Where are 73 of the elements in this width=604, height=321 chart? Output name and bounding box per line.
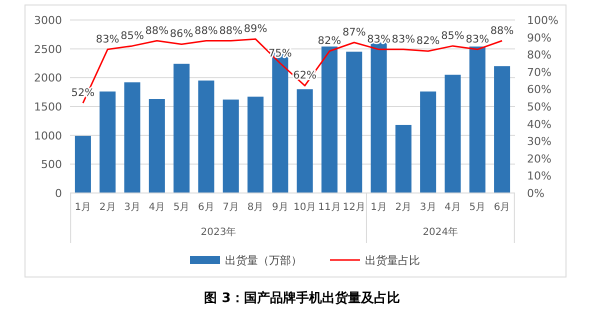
- x-tick-label: 1月: [370, 202, 387, 213]
- x-tick-label: 4月: [444, 202, 461, 213]
- bar: [124, 82, 140, 193]
- y2-tick-label: 50%: [527, 100, 552, 114]
- y-tick-label: 0: [55, 187, 62, 200]
- bar: [321, 46, 338, 193]
- y-tick-label: 500: [41, 158, 62, 172]
- bar: [74, 136, 91, 193]
- x-tick-label: 12月: [342, 202, 366, 213]
- x-tick-label: 9月: [272, 202, 288, 213]
- x-tick-label: 2月: [99, 202, 116, 213]
- bar: [296, 89, 313, 193]
- x-tick-label: 3月: [420, 202, 436, 213]
- text: 2024年: [422, 226, 458, 238]
- data-label: 85%: [120, 30, 144, 42]
- y-tick-label: 2500: [34, 42, 62, 56]
- data-label: 82%: [318, 35, 342, 48]
- text: 2023年: [200, 226, 236, 238]
- y-tick-label: 2000: [34, 72, 62, 85]
- bar: [395, 124, 412, 193]
- data-label: 88%: [145, 24, 169, 37]
- y2-tick-label: 20%: [527, 152, 552, 166]
- bar: [420, 92, 436, 193]
- y2-tick-label: 60%: [527, 83, 552, 96]
- y2-tick-label: 30%: [527, 135, 552, 148]
- bar: [100, 92, 116, 193]
- x-tick-label: 5月: [173, 202, 190, 213]
- x-tick-label: 6月: [494, 202, 510, 213]
- bar: [248, 96, 264, 193]
- bar: [148, 99, 165, 193]
- data-label: 82%: [416, 35, 440, 48]
- data-label: 88%: [490, 24, 514, 37]
- data-label: 88%: [219, 24, 243, 37]
- text: 图 3：国产品牌手机出货量及占比: [204, 290, 400, 306]
- y2-tick-label: 10%: [527, 170, 552, 183]
- x-tick-label: 3月: [124, 202, 140, 213]
- data-label: 83%: [392, 33, 416, 46]
- y2-tick-label: 70%: [527, 66, 552, 79]
- legend-label: 出货量占比: [365, 254, 420, 267]
- bar: [346, 52, 362, 193]
- y-tick-label: 3000: [34, 14, 62, 27]
- data-label: 87%: [342, 26, 366, 38]
- bar: [494, 66, 510, 193]
- bar: [222, 100, 239, 193]
- data-label: 83%: [96, 33, 120, 46]
- x-tick-label: 10月: [293, 202, 316, 213]
- y2-tick-label: 100%: [527, 14, 558, 27]
- bar: [370, 42, 387, 193]
- x-tick-label: 8月: [247, 202, 264, 213]
- data-label: 86%: [170, 28, 194, 40]
- y-tick-label: 1500: [34, 100, 62, 114]
- y2-tick-label: 40%: [527, 118, 552, 131]
- y2-tick-label: 90%: [527, 31, 552, 44]
- x-tick-label: 5月: [469, 202, 486, 213]
- x-tick-label: 1月: [74, 202, 92, 213]
- data-label: 88%: [194, 24, 218, 37]
- bar: [174, 64, 190, 193]
- x-tick-label: 11月: [318, 202, 341, 213]
- data-label: 83%: [367, 33, 390, 46]
- x-tick-label: 4月: [148, 202, 166, 213]
- data-label: 83%: [466, 33, 490, 46]
- data-label: 89%: [244, 23, 268, 36]
- x-tick-label: 6月: [198, 202, 214, 213]
- legend-label: 出货量（万部）: [225, 254, 302, 267]
- bar: [469, 46, 486, 193]
- bar: [444, 74, 461, 193]
- y-tick-label: 1000: [34, 129, 62, 142]
- data-label: 85%: [441, 30, 464, 42]
- y2-tick-label: 80%: [527, 48, 552, 62]
- x-tick-label: 2月: [395, 202, 412, 213]
- y2-tick-label: 0%: [527, 187, 544, 200]
- x-tick-label: 7月: [222, 202, 240, 213]
- bar: [198, 80, 214, 193]
